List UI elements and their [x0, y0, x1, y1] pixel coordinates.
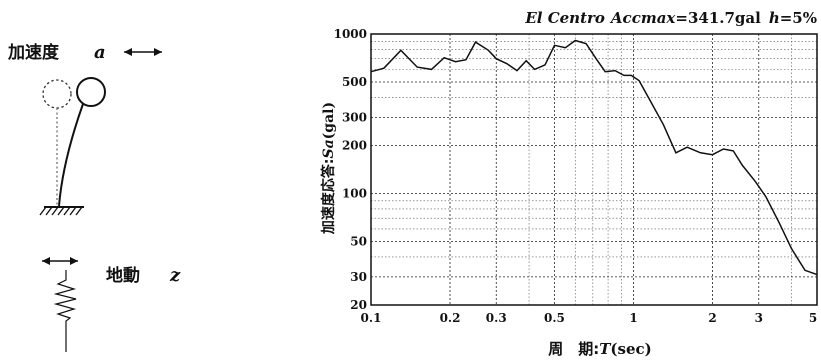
x-tick-label: 0.5 — [544, 311, 565, 325]
x-tick-label: 3 — [755, 311, 763, 325]
plot-frame — [370, 33, 818, 306]
oscillator-diagram: 加速度 a 地動 z — [7, 42, 181, 352]
y-axis-label: 加速度応答:Sa(gal) — [320, 102, 337, 235]
ground-motion-label: 地動 — [106, 265, 140, 286]
x-tick-label: 0.3 — [486, 311, 507, 325]
y-tick-label: 1000 — [334, 27, 367, 41]
y-tick-label: 200 — [342, 138, 367, 152]
ground-double-arrow-icon — [42, 257, 78, 265]
grid-minor — [371, 34, 817, 305]
y-axis-label-unit: (gal) — [321, 102, 337, 139]
title-record: El Centro — [524, 9, 605, 27]
x-tick-label: 0.2 — [440, 311, 461, 325]
y-axis-label-symbol: Sa — [321, 139, 337, 158]
displaced-mass-icon — [76, 77, 106, 107]
rest-mass-dashed-icon — [42, 79, 72, 109]
x-tick-label: 5 — [809, 311, 817, 325]
title-accmax-name: Accmax — [609, 9, 676, 27]
accel-double-arrow-icon — [124, 48, 162, 56]
x-axis-label-symbol: T — [599, 340, 612, 358]
x-axis-label-unit: (sec) — [610, 340, 651, 358]
y-tick-label: 300 — [342, 110, 367, 124]
accel-symbol: a — [94, 42, 106, 63]
x-axis-label: 周 期:T(sec) — [548, 340, 652, 358]
title-damping-value: =5% — [780, 9, 817, 27]
y-tick-label: 30 — [350, 270, 367, 284]
x-tick-label: 0.1 — [361, 311, 382, 325]
series-line-response — [370, 39, 818, 276]
y-tick-label: 20 — [350, 298, 367, 312]
y-tick-labels: 20 30 50 100 200 300 500 1000 — [334, 27, 367, 312]
title-accmax-value: =341.7gal — [675, 9, 761, 27]
y-tick-label: 50 — [350, 235, 367, 249]
y-tick-label: 100 — [342, 187, 367, 201]
grid-major — [371, 34, 817, 305]
x-tick-label: 2 — [708, 311, 716, 325]
x-tick-labels: 0.1 0.2 0.3 0.5 1 2 3 5 — [361, 311, 818, 325]
ground-motion-symbol: z — [169, 265, 181, 286]
deflected-column-line — [58, 103, 84, 207]
y-axis-label-jp: 加速度応答: — [320, 159, 337, 236]
x-tick-label: 1 — [629, 311, 637, 325]
ground-accelerogram-icon — [53, 270, 77, 352]
title-damping-symbol: h — [769, 9, 780, 27]
accel-label: 加速度 — [7, 42, 60, 63]
y-tick-label: 500 — [342, 75, 367, 89]
response-spectrum-chart: El Centro Accmax=341.7gal h=5% 0.1 0.2 0.3 0.… — [320, 9, 818, 358]
fixed-base-icon — [39, 206, 84, 216]
chart-title: El Centro Accmax=341.7gal h=5% — [524, 9, 817, 27]
x-axis-label-jp: 周 期: — [548, 340, 599, 358]
